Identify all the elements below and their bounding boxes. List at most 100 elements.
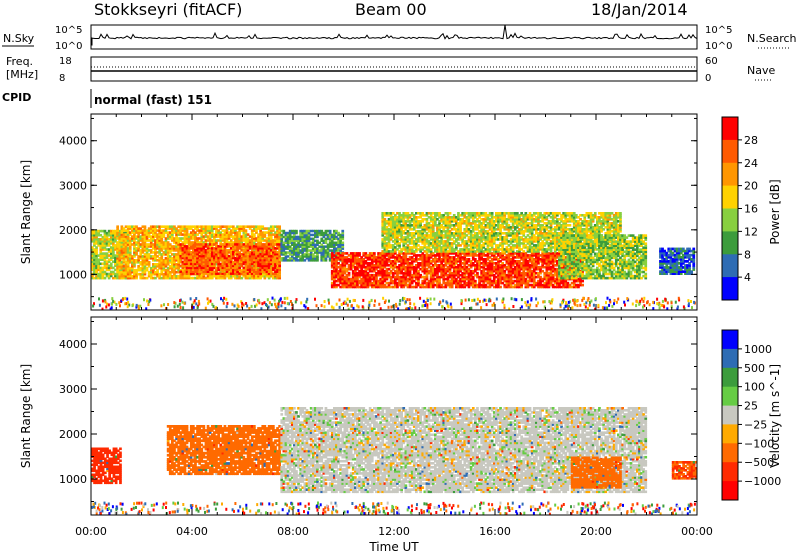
power-cell <box>457 267 460 271</box>
power-cell <box>373 279 376 283</box>
power-cell <box>341 233 345 237</box>
power-cell <box>265 270 269 273</box>
power-cell <box>250 270 254 273</box>
power-cell <box>394 275 397 279</box>
power-cell <box>351 283 355 287</box>
power-cell <box>532 264 536 267</box>
power-cell <box>217 235 220 238</box>
power-cell <box>198 257 201 260</box>
power-cell <box>333 277 336 281</box>
power-cell <box>192 268 195 271</box>
power-cell <box>154 263 157 266</box>
power-cell <box>539 283 542 287</box>
power-cell <box>160 225 164 228</box>
power-cell <box>219 227 223 230</box>
power-cell <box>396 281 399 285</box>
power-cell <box>415 256 418 259</box>
power-cell <box>240 258 244 262</box>
power-cell <box>120 233 124 236</box>
nsky-trace <box>91 24 698 46</box>
power-cell <box>415 283 418 287</box>
power-cell <box>299 229 302 233</box>
power-cell <box>131 263 134 266</box>
power-cell <box>442 264 446 267</box>
power-cell <box>333 264 336 267</box>
power-cell <box>175 270 178 274</box>
power-cell <box>513 269 517 273</box>
power-cell <box>187 274 191 278</box>
power-cell <box>480 273 483 277</box>
power-cell <box>368 265 372 269</box>
power-cell <box>364 260 368 263</box>
power-cell <box>326 235 330 239</box>
power-cell <box>341 269 345 273</box>
power-cell <box>461 256 464 259</box>
power-cell <box>160 249 164 252</box>
power-cell <box>412 265 416 269</box>
power-cell <box>246 245 250 248</box>
power-cell <box>396 277 399 281</box>
power-cell <box>474 265 477 269</box>
power-cell <box>330 273 334 277</box>
power-cell <box>160 270 164 274</box>
power-cell <box>297 249 300 252</box>
power-cell <box>124 247 128 250</box>
power-cell <box>383 260 387 263</box>
power-cell <box>269 227 273 230</box>
power-cell <box>408 277 412 281</box>
power-cell <box>480 265 483 269</box>
power-cell <box>524 283 528 287</box>
power-cell <box>290 257 294 260</box>
power-cell <box>301 257 305 260</box>
power-cell <box>530 254 534 257</box>
power-cell <box>434 273 437 277</box>
power-cell <box>99 262 103 266</box>
power-cell <box>530 271 534 275</box>
power-cell <box>221 268 225 271</box>
power-cell <box>171 274 174 278</box>
power-cell <box>179 272 183 276</box>
power-cell <box>236 258 239 262</box>
power-cell <box>330 256 334 259</box>
power-cell <box>522 254 526 257</box>
power-cell <box>183 253 187 256</box>
power-cell <box>126 231 130 234</box>
power-cell <box>358 275 361 279</box>
power-cell <box>499 265 502 269</box>
power-cell <box>265 274 269 278</box>
power-cell <box>383 264 387 267</box>
power-cell <box>354 258 357 261</box>
power-cell <box>381 242 385 245</box>
power-cell <box>351 254 355 257</box>
power-cell <box>175 235 178 238</box>
power-cell <box>290 243 294 246</box>
power-cell <box>385 244 389 247</box>
power-cell <box>261 251 265 254</box>
power-cell <box>545 275 549 279</box>
power-cell <box>95 240 98 243</box>
power-cell <box>200 254 204 258</box>
power-cell <box>265 245 269 248</box>
power-cell <box>492 277 496 281</box>
power-cell <box>373 277 376 281</box>
power-cell <box>524 277 528 281</box>
power-cell <box>526 256 530 259</box>
power-cell <box>528 264 532 267</box>
power-cell <box>238 235 241 238</box>
power-cell <box>478 285 481 289</box>
power-cell <box>274 243 277 246</box>
power-cell <box>503 273 507 277</box>
power-cell <box>387 254 391 257</box>
power-cell <box>257 258 260 262</box>
power-cell <box>225 264 229 268</box>
power-cell <box>210 231 214 234</box>
power-cell <box>364 275 368 279</box>
power-cell <box>495 279 498 283</box>
power-cell <box>539 265 542 269</box>
power-cell <box>183 239 187 242</box>
power-cell <box>431 275 435 279</box>
cpid-value: normal (fast) 151 <box>94 93 212 107</box>
power-cell <box>522 262 526 265</box>
power-cell <box>520 254 523 257</box>
power-cell <box>389 260 393 263</box>
